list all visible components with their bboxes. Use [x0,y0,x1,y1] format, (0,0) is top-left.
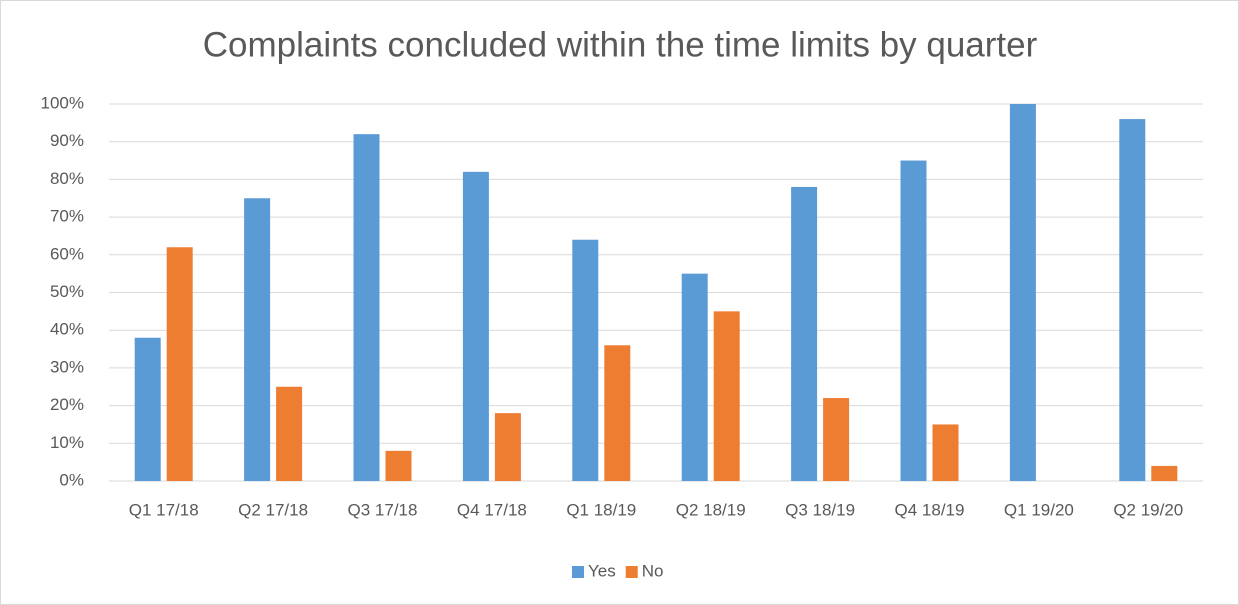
bar [1009,104,1036,481]
y-tick-label: 10% [50,433,84,452]
bar [134,337,161,481]
x-tick-label: Q2 18/19 [676,500,746,519]
y-tick-label: 20% [50,395,84,414]
x-tick-label: Q1 17/18 [129,500,199,519]
x-tick-label: Q3 17/18 [348,500,418,519]
y-tick-label: 100% [41,93,84,112]
y-tick-label: 0% [59,470,84,489]
bar [1151,465,1178,481]
x-tick-label: Q1 18/19 [566,500,636,519]
y-tick-label: 60% [50,244,84,263]
bar [604,345,631,481]
bar [1119,119,1146,481]
y-tick-label: 50% [50,282,84,301]
bar [572,239,599,481]
bar [244,198,271,481]
x-tick-label: Q4 18/19 [895,500,965,519]
bar [791,186,818,481]
x-tick-label: Q2 19/20 [1113,500,1183,519]
bar [276,386,303,481]
legend-swatch [572,566,584,578]
x-tick-label: Q4 17/18 [457,500,527,519]
bar [385,450,412,481]
legend-label: Yes [588,561,616,580]
bar [166,247,193,481]
chart-title: Complaints concluded within the time lim… [203,25,1038,64]
bar [823,398,850,481]
y-tick-label: 90% [50,131,84,150]
y-tick-label: 40% [50,320,84,339]
y-tick-label: 80% [50,169,84,188]
x-tick-label: Q1 19/20 [1004,500,1074,519]
x-tick-label: Q2 17/18 [238,500,308,519]
bar [494,413,521,481]
bar [681,273,708,481]
legend-swatch [625,566,638,578]
bar [900,160,927,482]
y-tick-label: 70% [50,207,84,226]
bar [713,311,740,481]
bar [462,171,489,482]
x-tick-label: Q3 18/19 [785,500,855,519]
bar [932,424,959,481]
legend-label: No [642,561,664,580]
bar [353,134,380,481]
y-tick-label: 30% [50,357,84,376]
